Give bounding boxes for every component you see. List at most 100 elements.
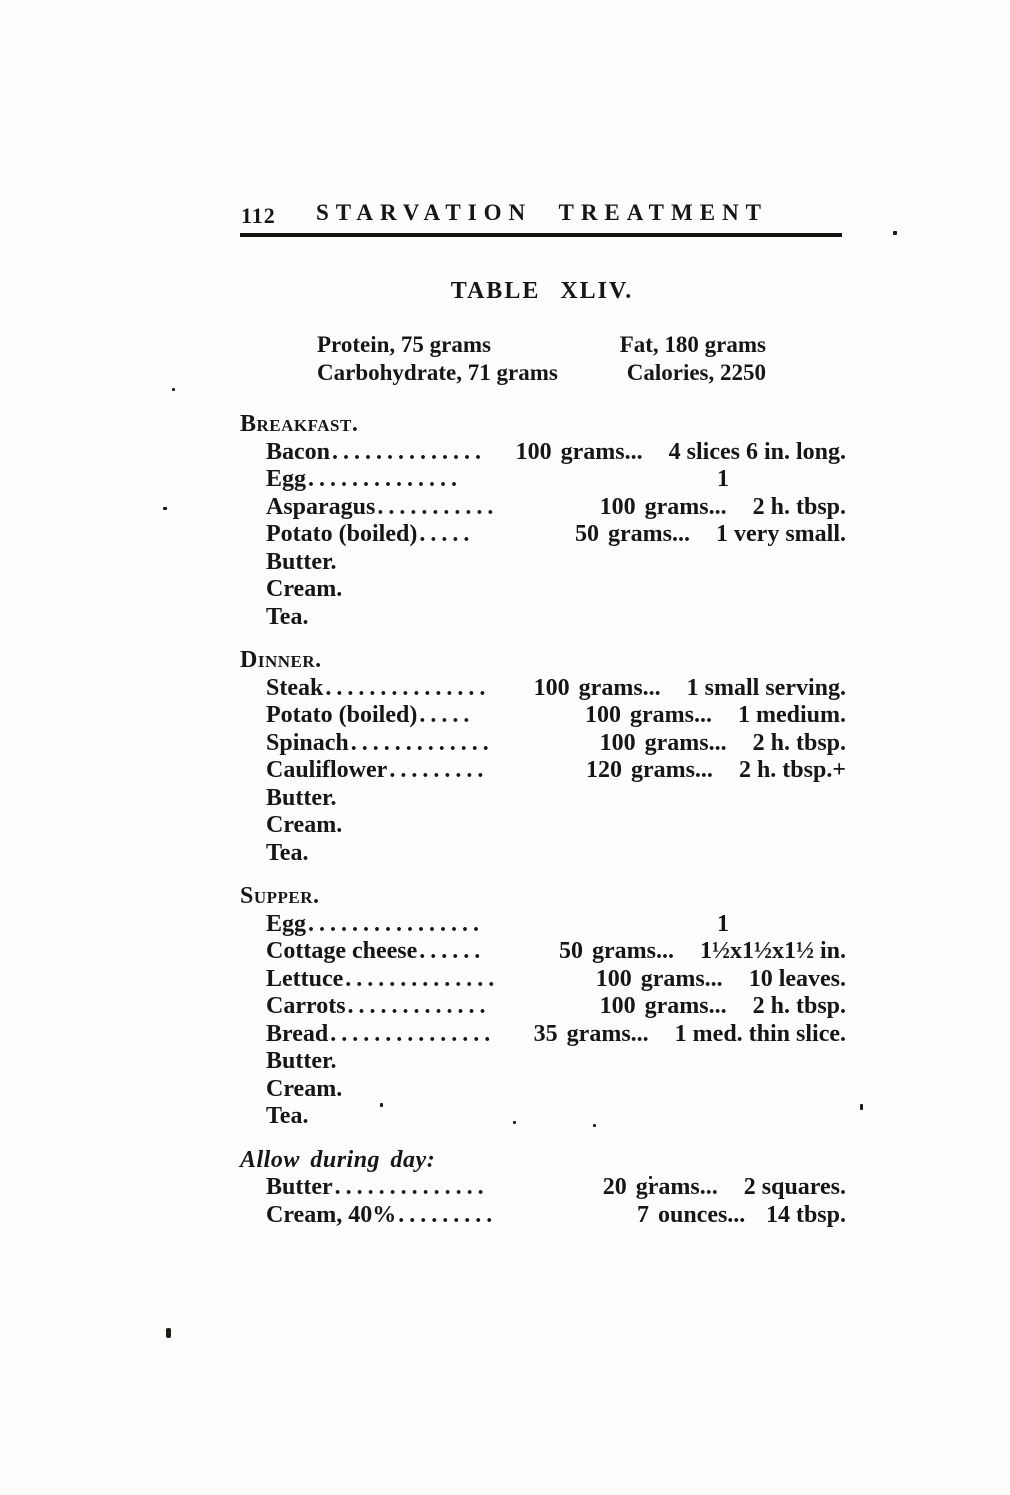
food-name: Butter. bbox=[266, 548, 337, 575]
amount-value: 100 bbox=[585, 702, 621, 728]
diet-row: Tea. bbox=[240, 840, 846, 868]
diet-row: Tea. bbox=[240, 604, 846, 632]
scan-speck bbox=[593, 1124, 596, 1127]
diet-row: Spinach ............. 100 grams... 2 h. … bbox=[240, 730, 846, 758]
dot-leader: ......... bbox=[398, 1201, 498, 1228]
calories-value: Calories, 2250 bbox=[626, 360, 766, 385]
food-name: Spinach bbox=[266, 729, 349, 756]
diet-row: Cottage cheese ...... 50 grams... 1½x1½x… bbox=[240, 938, 846, 966]
dot-leader: ..... bbox=[419, 702, 475, 728]
section-breakfast: Breakfast. Bacon .............. 100 gram… bbox=[240, 411, 846, 631]
dot-leader: ......... bbox=[389, 757, 489, 783]
food-name: Tea. bbox=[266, 839, 309, 866]
amount-value: 120 bbox=[585, 757, 622, 783]
diet-row: Potato (boiled) ..... 50 grams... 1 very… bbox=[240, 521, 846, 549]
measure-description: 10 leaves. bbox=[748, 965, 846, 992]
food-name: Bread bbox=[266, 1020, 329, 1047]
dot-leader: ............... bbox=[325, 674, 491, 701]
amount-value: 20 bbox=[602, 1174, 627, 1200]
diet-row: Cream. bbox=[240, 812, 846, 840]
unit-label: grams... bbox=[630, 702, 712, 728]
dot-leader: ............. bbox=[347, 993, 491, 1019]
dot-leader: .............. bbox=[308, 466, 463, 492]
section-supper: Supper. Egg ................ 1 Cottage c… bbox=[240, 883, 846, 1131]
diet-table: Breakfast. Bacon .............. 100 gram… bbox=[240, 411, 846, 1229]
food-name: Tea. bbox=[266, 603, 309, 630]
food-name: Steak bbox=[266, 674, 324, 701]
amount-value: 100 bbox=[515, 438, 552, 465]
amount-value: 1 bbox=[717, 466, 729, 492]
diet-row: Cream, 40% ......... 7 ounces... 14 tbsp… bbox=[240, 1202, 846, 1230]
amount-value: 35 bbox=[533, 1020, 558, 1047]
section-heading-breakfast: Breakfast. bbox=[240, 411, 359, 437]
dot-leader: ...... bbox=[419, 938, 486, 964]
food-name: Bacon bbox=[266, 438, 331, 465]
food-name: Potato (boiled) bbox=[266, 521, 418, 547]
measure-description: 2 h. tbsp. bbox=[752, 993, 846, 1019]
running-title: STARVATION TREATMENT bbox=[315, 200, 769, 225]
section-heading-allow-during-day: Allow during day: bbox=[240, 1146, 436, 1173]
scan-speck bbox=[380, 1103, 383, 1107]
scan-speck bbox=[166, 1328, 171, 1338]
diet-row: Cream. bbox=[240, 576, 846, 604]
dot-leader: .............. bbox=[334, 1174, 489, 1200]
food-name: Cream. bbox=[266, 812, 343, 838]
diet-row: Cauliflower ......... 120 grams... 2 h. … bbox=[240, 757, 846, 785]
unit-label: grams... bbox=[640, 965, 723, 992]
food-name: Tea. bbox=[266, 1103, 309, 1129]
measure-description: 2 squares. bbox=[743, 1174, 846, 1200]
header-rule bbox=[240, 233, 842, 237]
scan-speck bbox=[513, 1121, 516, 1124]
nutrient-line: Protein, 75 grams Fat, 180 grams bbox=[317, 331, 766, 359]
food-name: Cream. bbox=[266, 1075, 343, 1102]
diet-row: Asparagus ........... 100 grams... 2 h. … bbox=[240, 494, 846, 522]
diet-row: Lettuce .............. 100 grams... 10 l… bbox=[240, 966, 846, 994]
dot-leader: ........... bbox=[377, 493, 499, 520]
food-name: Cream, 40% bbox=[266, 1201, 397, 1228]
section-heading-supper: Supper. bbox=[240, 883, 320, 909]
unit-label: grams... bbox=[591, 938, 674, 964]
unit-label: grams... bbox=[635, 1174, 718, 1200]
unit-label: grams... bbox=[578, 674, 661, 701]
food-name: Cauliflower bbox=[266, 757, 388, 783]
scan-speck bbox=[860, 1104, 863, 1110]
diet-row: Potato (boiled) ..... 100 grams... 1 med… bbox=[240, 702, 846, 730]
dot-leader: ............. bbox=[350, 729, 494, 756]
diet-row: Butter. bbox=[240, 1048, 846, 1076]
measure-description: 2 h. tbsp. bbox=[752, 729, 846, 756]
measure-description: 4 slices 6 in. long. bbox=[668, 438, 846, 465]
diet-row: Egg ................ 1 bbox=[240, 911, 846, 939]
food-name: Cream. bbox=[266, 576, 343, 602]
amount-value: 50 bbox=[575, 521, 600, 547]
amount-value: 100 bbox=[533, 674, 570, 701]
food-name: Butter bbox=[266, 1174, 333, 1200]
page-number: 112 bbox=[241, 203, 276, 228]
nutrient-summary: Protein, 75 grams Fat, 180 grams Carbohy… bbox=[317, 331, 766, 387]
diet-row: Butter. bbox=[240, 785, 846, 813]
diet-row: Carrots ............. 100 grams... 2 h. … bbox=[240, 993, 846, 1021]
allow-during-day-rows: Butter .............. 20 grams... 2 squa… bbox=[240, 1174, 846, 1229]
unit-label: grams... bbox=[560, 438, 643, 465]
measure-description: 1½x1½x1½ in. bbox=[699, 938, 846, 964]
measure-description: 14 tbsp. bbox=[765, 1201, 846, 1228]
food-name: Egg bbox=[266, 910, 307, 937]
amount-value: 100 bbox=[599, 493, 636, 520]
nutrient-line: Carbohydrate, 71 grams Calories, 2250 bbox=[317, 359, 766, 387]
supper-rows: Egg ................ 1 Cottage cheese ..… bbox=[240, 911, 846, 1131]
scan-speck bbox=[893, 231, 897, 235]
unit-label: grams... bbox=[644, 993, 727, 1019]
amount-value: 100 bbox=[599, 993, 636, 1019]
food-name: Asparagus bbox=[266, 493, 376, 520]
unit-label: grams... bbox=[566, 1020, 649, 1047]
unit-label: grams... bbox=[644, 729, 727, 756]
dinner-rows: Steak ............... 100 grams... 1 sma… bbox=[240, 675, 846, 868]
food-name: Carrots bbox=[266, 993, 346, 1019]
scan-speck bbox=[649, 1176, 652, 1179]
dot-leader: .............. bbox=[345, 965, 500, 992]
section-heading-dinner: Dinner. bbox=[240, 647, 322, 673]
amount-value: 50 bbox=[558, 938, 583, 964]
diet-row: Butter. bbox=[240, 549, 846, 577]
scan-speck bbox=[172, 388, 175, 391]
measure-description: 2 h. tbsp.+ bbox=[738, 757, 846, 783]
